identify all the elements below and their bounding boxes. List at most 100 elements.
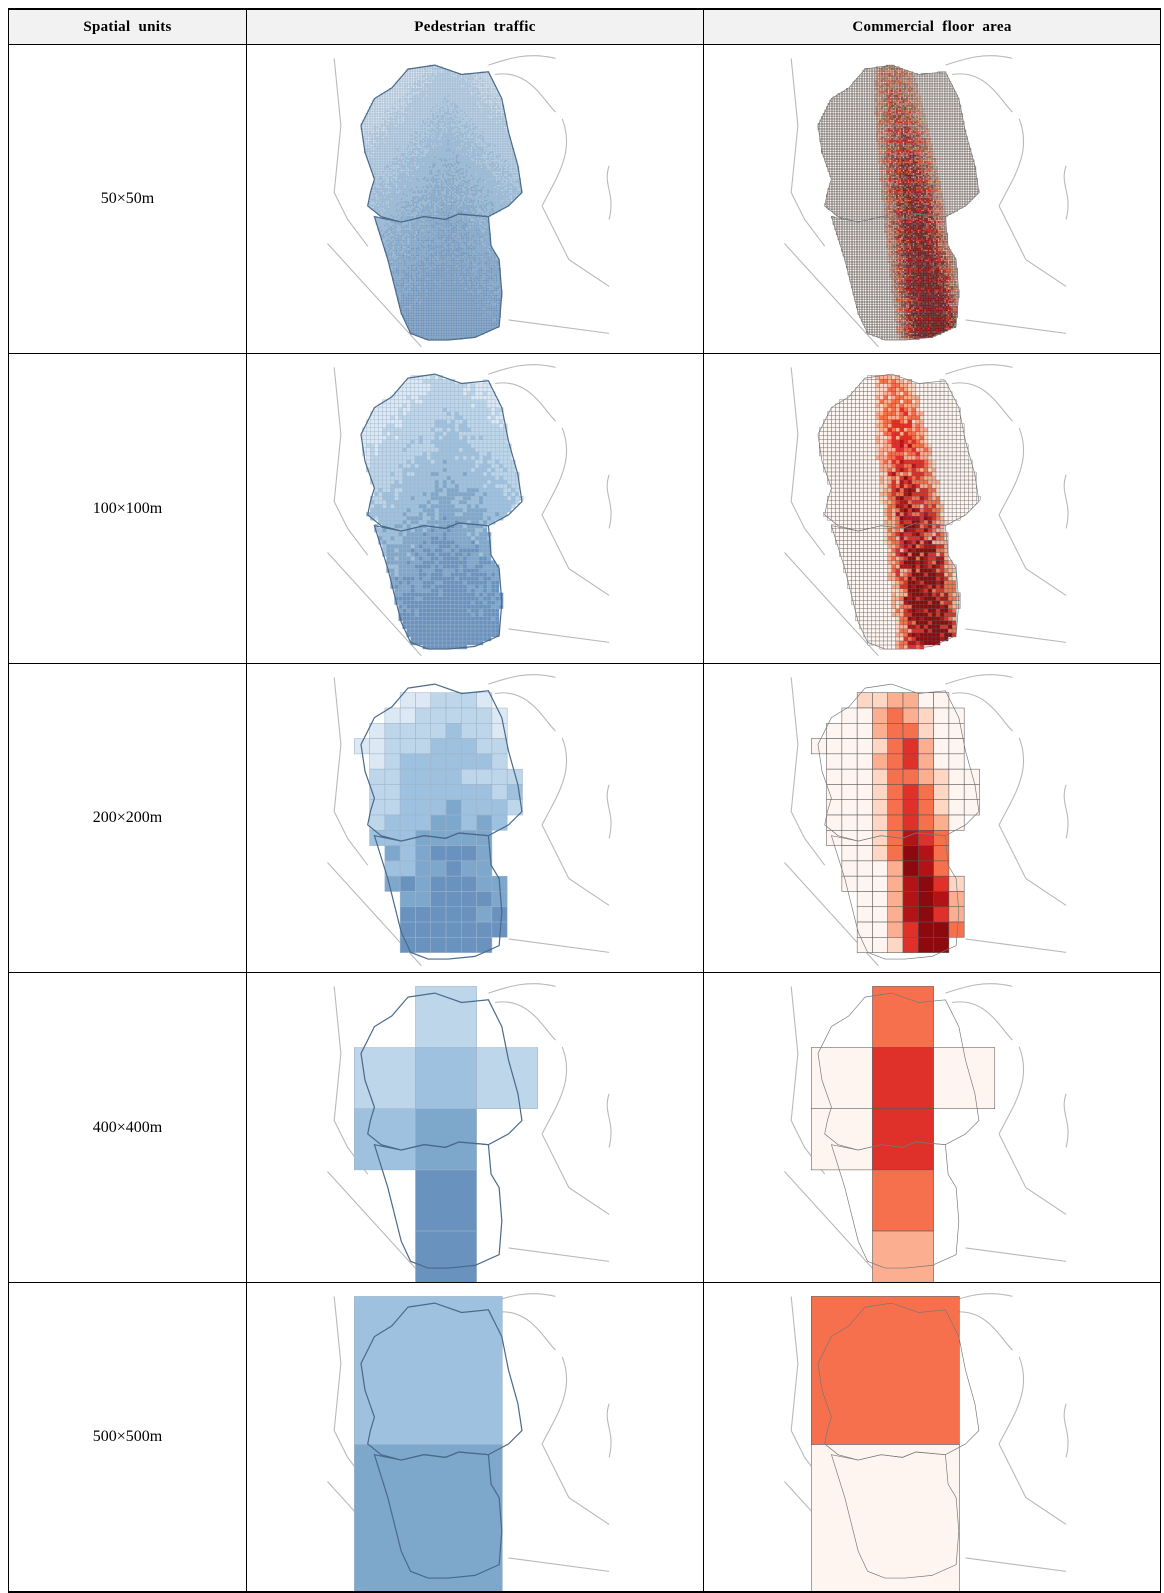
grid-cell (500, 109, 503, 112)
grid-cell (465, 101, 468, 104)
grid-cell (413, 129, 416, 132)
grid-cell (417, 164, 420, 167)
grid-cell (379, 101, 382, 104)
grid-cell (492, 146, 495, 149)
grid-cell (417, 136, 420, 139)
grid-cell (448, 164, 451, 167)
grid-cell (400, 146, 403, 149)
grid-cell (463, 166, 466, 169)
grid-cell (500, 116, 503, 119)
grid-cell (375, 166, 378, 169)
grid-cell (477, 156, 480, 159)
grid-cell (488, 119, 491, 122)
grid-cell (413, 124, 416, 127)
grid-cell (452, 121, 455, 124)
grid-cell (457, 161, 460, 164)
grid-cell (463, 91, 466, 94)
grid-cell (410, 124, 413, 127)
grid-cell (415, 81, 418, 84)
grid-cell (382, 123, 385, 126)
grid-cell (364, 126, 367, 129)
grid-cell (447, 124, 450, 127)
grid-cell (415, 169, 418, 172)
grid-cell (455, 138, 458, 141)
grid-cell (473, 79, 476, 82)
grid-cell (473, 106, 476, 109)
grid-cell (412, 101, 415, 104)
grid-cell (390, 89, 393, 92)
grid-cell (440, 114, 443, 117)
grid-cell (370, 141, 373, 144)
grid-cell (405, 124, 408, 127)
grid-cell (402, 78, 405, 81)
grid-cell (503, 146, 506, 149)
grid-cell (384, 124, 387, 127)
grid-cell (415, 128, 418, 131)
grid-cell (405, 79, 408, 82)
grid-cell (493, 114, 496, 117)
grid-cell (375, 104, 378, 107)
grid-cell (448, 101, 451, 104)
grid-cell (495, 151, 498, 154)
grid-cell (483, 118, 486, 121)
grid-cell (490, 133, 493, 136)
grid-cell (483, 99, 486, 102)
grid-cell (502, 131, 505, 134)
grid-cell (387, 103, 390, 106)
grid-cell (437, 171, 440, 174)
grid-cell (483, 154, 486, 157)
grid-cell (503, 156, 506, 159)
grid-cell (445, 109, 448, 112)
grid-cell (445, 156, 448, 159)
grid-cell (447, 74, 450, 77)
grid-cell (445, 129, 448, 132)
grid-cell (433, 78, 436, 81)
grid-cell (453, 123, 456, 126)
grid-cell (473, 171, 476, 174)
grid-cell (407, 114, 410, 117)
grid-cell (435, 83, 438, 86)
grid-cell (427, 71, 430, 74)
grid-cell (415, 101, 418, 104)
grid-cell (397, 96, 400, 99)
grid-cell (387, 168, 390, 171)
grid-cell (420, 154, 423, 157)
grid-cell (438, 113, 441, 116)
grid-cell (404, 139, 407, 142)
grid-cell (485, 118, 488, 121)
grid-cell (463, 131, 466, 134)
grid-cell (477, 99, 480, 102)
grid-cell (450, 106, 453, 109)
grid-cell (455, 89, 458, 92)
grid-cell (400, 168, 403, 171)
grid-cell (390, 126, 393, 129)
grid-cell (395, 143, 398, 146)
grid-cell (425, 76, 428, 79)
grid-cell (482, 133, 485, 136)
grid-cell (413, 111, 416, 114)
grid-cell (478, 161, 481, 164)
grid-cell (402, 126, 405, 129)
grid-cell (423, 156, 426, 159)
grid-cell (445, 146, 448, 149)
grid-cell (497, 151, 500, 154)
grid-cell (404, 128, 407, 131)
grid-cell (412, 119, 415, 122)
grid-cell (377, 154, 380, 157)
grid-cell (487, 114, 490, 117)
grid-cell (443, 126, 446, 129)
grid-cell (420, 141, 423, 144)
grid-cell (400, 169, 403, 172)
grid-cell (440, 146, 443, 149)
grid-cell (452, 109, 455, 112)
grid-cell (399, 138, 402, 141)
grid-cell (413, 139, 416, 142)
grid-cell (438, 88, 441, 91)
grid-cell (468, 121, 471, 124)
grid-cell (422, 129, 425, 132)
grid-cell (413, 159, 416, 162)
grid-cell (442, 151, 445, 154)
grid-cell (490, 109, 493, 112)
grid-cell (392, 129, 395, 132)
grid-cell (374, 164, 377, 167)
